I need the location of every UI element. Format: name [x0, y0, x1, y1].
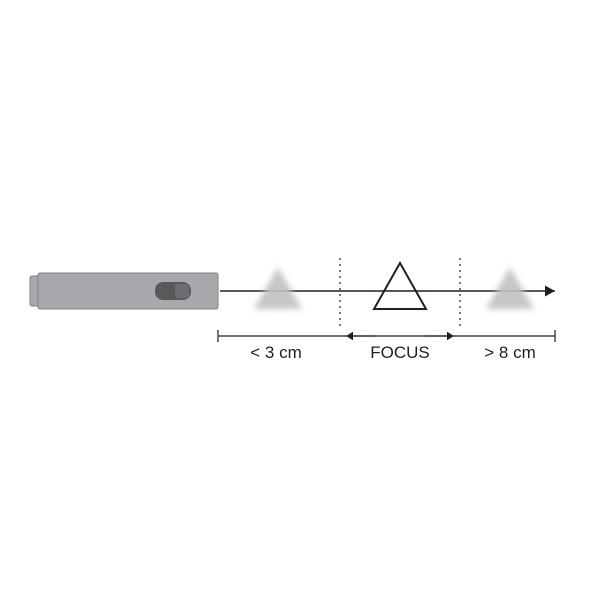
out-of-focus-near-icon	[254, 267, 302, 309]
in-focus-icon	[374, 263, 426, 309]
label-near: < 3 cm	[250, 343, 302, 362]
range-axis	[218, 330, 555, 342]
switch-knob	[175, 284, 189, 298]
device	[30, 273, 218, 309]
focus-diagram: < 3 cm FOCUS > 8 cm	[0, 0, 600, 600]
axis-arrowhead	[545, 286, 555, 297]
label-far: > 8 cm	[484, 343, 536, 362]
out-of-focus-far-icon	[486, 267, 534, 309]
label-focus: FOCUS	[370, 343, 430, 362]
focus-arrow-left-head	[346, 332, 353, 340]
focus-arrow-right-head	[447, 332, 454, 340]
